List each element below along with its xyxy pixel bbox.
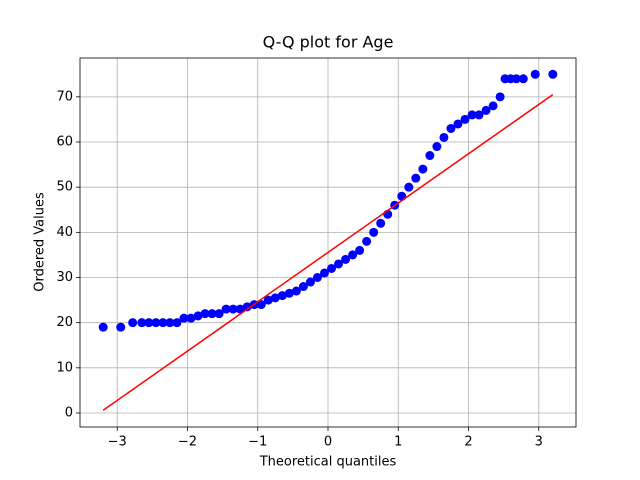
data-point — [193, 311, 203, 321]
data-point — [518, 74, 528, 84]
data-point — [158, 318, 168, 328]
x-tick-label: 2 — [464, 435, 472, 450]
fit-line — [102, 93, 554, 411]
data-point — [453, 119, 463, 129]
data-point — [207, 309, 217, 319]
x-tick-label: −3 — [108, 435, 127, 450]
y-tick-label: 10 — [56, 360, 73, 375]
data-point — [341, 254, 351, 264]
data-point — [327, 263, 337, 273]
data-point — [460, 114, 470, 124]
y-tick-label: 70 — [56, 89, 73, 104]
x-tick-label: 1 — [394, 435, 402, 450]
data-point — [439, 132, 449, 142]
data-point — [397, 191, 407, 201]
y-tick-label: 60 — [56, 135, 73, 150]
data-point — [214, 309, 224, 319]
x-axis-label: Theoretical quantiles — [259, 455, 397, 470]
data-point — [348, 250, 358, 260]
data-point — [144, 318, 154, 328]
plot-frame — [79, 57, 577, 428]
data-point — [235, 304, 245, 314]
data-point — [128, 318, 138, 328]
data-point — [200, 309, 210, 319]
x-tick-label: −1 — [248, 435, 267, 450]
data-point — [474, 110, 484, 120]
y-tick-label: 40 — [56, 225, 73, 240]
data-point — [432, 142, 442, 152]
data-point — [151, 318, 161, 328]
data-point — [369, 227, 379, 237]
data-point — [530, 69, 540, 79]
data-point — [263, 295, 273, 305]
data-point — [355, 245, 365, 255]
data-point — [376, 218, 386, 228]
y-tick-label: 50 — [56, 180, 73, 195]
data-point — [277, 291, 287, 301]
data-point — [488, 101, 498, 111]
data-point — [467, 110, 477, 120]
x-tick-label: 0 — [324, 435, 332, 450]
data-point — [298, 282, 308, 292]
data-point — [186, 313, 196, 323]
data-point — [495, 92, 505, 102]
y-tick-label: 20 — [56, 315, 73, 330]
data-point — [305, 277, 315, 287]
data-point — [172, 318, 182, 328]
data-point — [511, 74, 521, 84]
y-tick-label: 30 — [56, 270, 73, 285]
data-point — [165, 318, 175, 328]
data-point — [404, 182, 414, 192]
data-point — [362, 236, 372, 246]
data-point — [137, 318, 147, 328]
data-point — [411, 173, 421, 183]
data-point — [256, 300, 266, 310]
data-point — [221, 304, 231, 314]
x-tick-label: 3 — [535, 435, 543, 450]
data-point — [179, 313, 189, 323]
data-point — [116, 322, 126, 332]
data-point — [312, 273, 322, 283]
data-point — [291, 286, 301, 296]
data-point — [418, 164, 428, 174]
data-point — [228, 304, 238, 314]
data-point — [270, 293, 280, 303]
data-point — [425, 151, 435, 161]
data-point — [481, 105, 491, 115]
chart-title: Q-Q plot for Age — [263, 33, 394, 52]
data-point — [284, 288, 294, 298]
data-point — [446, 123, 456, 133]
data-point — [242, 302, 252, 312]
y-tick-label: 0 — [65, 405, 73, 420]
y-axis-label: Ordered Values — [33, 192, 48, 292]
data-point — [98, 322, 108, 332]
data-point — [334, 259, 344, 269]
x-tick-label: −2 — [178, 435, 197, 450]
data-point — [319, 268, 329, 278]
data-point — [548, 69, 558, 79]
